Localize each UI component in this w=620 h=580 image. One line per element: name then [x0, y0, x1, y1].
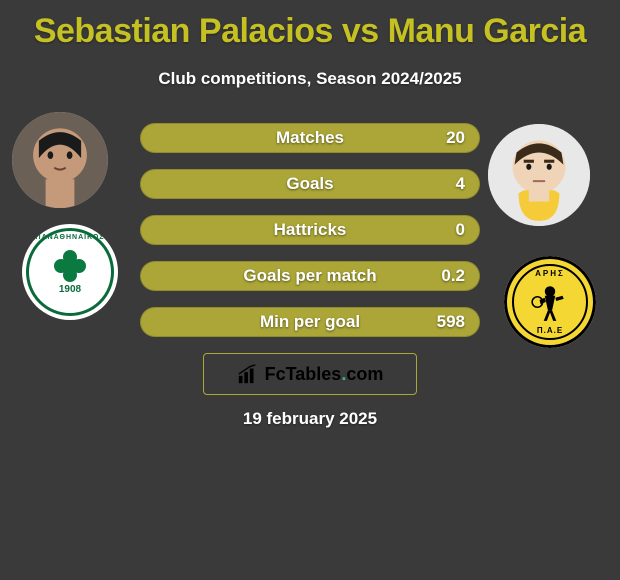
stat-row: Goals per match 0.2 [140, 261, 480, 291]
clover-icon [54, 250, 86, 282]
club2-name-text: ΑΡΗΣ [535, 269, 565, 278]
stat-value: 0.2 [441, 266, 465, 286]
player1-avatar [12, 112, 108, 208]
club2-sub-text: Π.Α.Ε [537, 326, 563, 335]
stat-label: Matches [276, 128, 344, 148]
branding-box: FcTables.com [203, 353, 417, 395]
stat-label: Goals per match [243, 266, 376, 286]
stat-value: 0 [456, 220, 465, 240]
stat-row: Hattricks 0 [140, 215, 480, 245]
branding-text: FcTables.com [265, 364, 384, 385]
stat-row: Min per goal 598 [140, 307, 480, 337]
stat-row: Goals 4 [140, 169, 480, 199]
stats-container: Matches 20 Goals 4 Hattricks 0 Goals per… [140, 123, 480, 353]
club1-year: 1908 [59, 284, 81, 295]
subtitle: Club competitions, Season 2024/2025 [0, 69, 620, 89]
stat-row: Matches 20 [140, 123, 480, 153]
club1-name-text: ΠΑΝΑΘΗΝΑΪΚΟΣ [36, 234, 105, 241]
stat-label: Min per goal [260, 312, 360, 332]
stat-value: 20 [446, 128, 465, 148]
club2-logo: ΑΡΗΣ Π.Α.Ε [504, 256, 596, 348]
club1-logo: ΠΑΝΑΘΗΝΑΪΚΟΣ 1908 [22, 224, 118, 320]
stat-label: Goals [286, 174, 333, 194]
chart-icon [237, 363, 259, 385]
stat-value: 4 [456, 174, 465, 194]
player2-avatar [488, 124, 590, 226]
stat-value: 598 [437, 312, 465, 332]
page-title: Sebastian Palacios vs Manu Garcia [0, 0, 620, 51]
date-text: 19 february 2025 [0, 409, 620, 429]
stat-label: Hattricks [274, 220, 347, 240]
